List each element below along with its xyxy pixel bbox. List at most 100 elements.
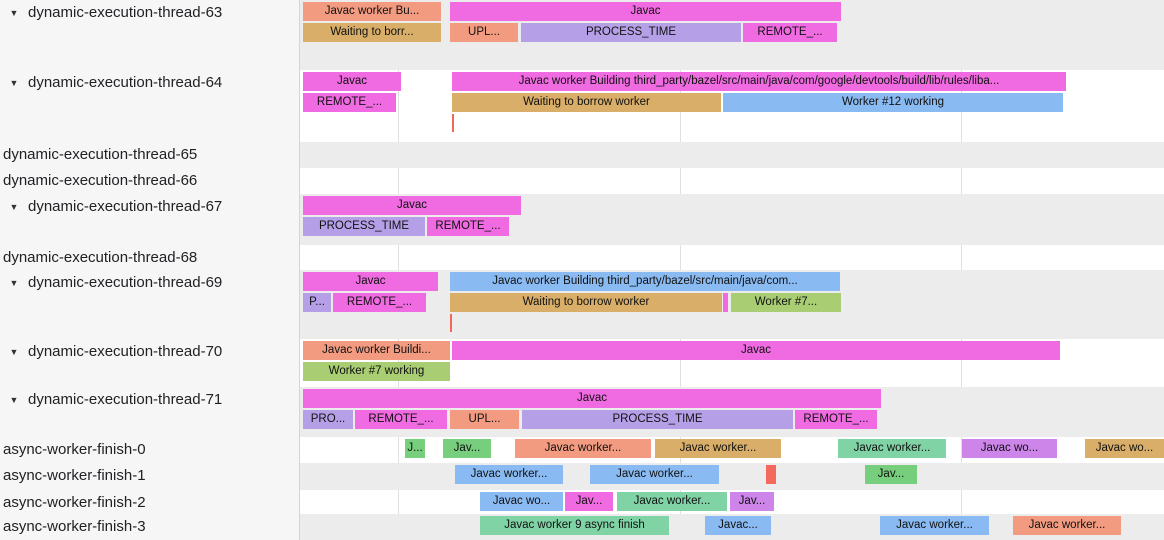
track-name-label: dynamic-execution-thread-69 [28, 274, 223, 291]
track-name-label: dynamic-execution-thread-64 [28, 74, 223, 91]
track-row: Javac Javac worker Building third_party/b… [300, 72, 1164, 93]
track-lane: Javac PRO... REMOTE_... UPL... PROCESS_TIME R… [300, 387, 1164, 437]
track-name-async-worker-finish-2[interactable]: async-worker-finish-2 [0, 490, 300, 514]
span-bar[interactable]: Javac worker... [838, 439, 946, 458]
expand-triangle-icon[interactable]: ▼ [9, 278, 19, 288]
track-name-dynamic-execution-thread-66[interactable]: dynamic-execution-thread-66 [0, 168, 300, 194]
span-bar[interactable]: REMOTE_... [427, 217, 509, 236]
span-bar[interactable]: Javac worker... [590, 465, 719, 484]
track-name-label: dynamic-execution-thread-70 [28, 343, 223, 360]
track-name-async-worker-finish-0[interactable]: async-worker-finish-0 [0, 437, 300, 463]
track-lane [300, 168, 1164, 194]
track-name-async-worker-finish-3[interactable]: async-worker-finish-3 [0, 514, 300, 540]
span-bar[interactable]: REMOTE_... [303, 93, 396, 112]
expand-triangle-icon[interactable]: ▼ [9, 347, 19, 357]
track-name-label: async-worker-finish-1 [3, 467, 146, 484]
span-bar[interactable]: Javac worker... [655, 439, 781, 458]
span-bar[interactable]: Javac worker Building third_party/bazel/… [452, 72, 1066, 91]
span-bar[interactable]: Javac [452, 341, 1060, 360]
span-bar[interactable]: Worker #7 working [303, 362, 450, 381]
track-name-label: async-worker-finish-2 [3, 494, 146, 511]
span-bar[interactable]: Jav... [865, 465, 917, 484]
track-row: J... Jav... Javac worker... Javac worker...… [300, 439, 1164, 460]
span-bar[interactable]: Javac wo... [480, 492, 563, 511]
track-name-dynamic-execution-thread-63[interactable]: ▼ dynamic-execution-thread-63 [0, 0, 300, 70]
track-lane: J... Jav... Javac worker... Javac worker...… [300, 437, 1164, 463]
track-row: Javac worker 9 async finish Javac... Javac… [300, 516, 1164, 537]
track-lane: Javac Javac worker Building third_party/b… [300, 70, 1164, 142]
track-lane: Javac Javac worker Building third_party/b… [300, 270, 1164, 339]
span-bar[interactable]: Worker #12 working [723, 93, 1063, 112]
track-name-dynamic-execution-thread-65[interactable]: dynamic-execution-thread-65 [0, 142, 300, 168]
expand-triangle-icon[interactable]: ▼ [9, 8, 19, 18]
span-bar[interactable]: Javac worker Buildi... [303, 341, 450, 360]
span-bar[interactable]: Javac worker... [1013, 516, 1121, 535]
span-bar[interactable]: Javac... [705, 516, 771, 535]
span-bar[interactable]: REMOTE_... [333, 293, 426, 312]
span-bar[interactable]: PROCESS_TIME [521, 23, 741, 42]
track-name-dynamic-execution-thread-67[interactable]: ▼ dynamic-execution-thread-67 [0, 194, 300, 245]
track-name-dynamic-execution-thread-71[interactable]: ▼ dynamic-execution-thread-71 [0, 387, 300, 437]
span-bar[interactable]: Worker #7... [731, 293, 841, 312]
span-bar[interactable]: REMOTE_... [743, 23, 837, 42]
counter-tick [452, 114, 454, 132]
span-bar[interactable]: PRO... [303, 410, 353, 429]
span-bar[interactable]: UPL... [450, 410, 519, 429]
span-bar[interactable]: Javac worker... [617, 492, 727, 511]
span-bar[interactable] [766, 465, 776, 484]
track-lane [300, 245, 1164, 270]
span-bar[interactable]: PROCESS_TIME [303, 217, 425, 236]
span-bar[interactable]: Javac worker Building third_party/bazel/… [450, 272, 840, 291]
span-bar[interactable]: Javac worker... [455, 465, 563, 484]
span-bar[interactable]: Javac [450, 2, 841, 21]
track-lane: Javac worker Bu... Javac Waiting to borr..… [300, 0, 1164, 70]
span-bar[interactable] [723, 293, 728, 312]
track-name-label: dynamic-execution-thread-67 [28, 198, 223, 215]
span-bar[interactable]: Javac worker Bu... [303, 2, 441, 21]
expand-triangle-icon[interactable]: ▼ [9, 78, 19, 88]
track-name-dynamic-execution-thread-68[interactable]: dynamic-execution-thread-68 [0, 245, 300, 270]
span-bar[interactable]: Javac worker... [515, 439, 651, 458]
span-bar[interactable]: REMOTE_... [795, 410, 877, 429]
track-name-label: dynamic-execution-thread-66 [3, 172, 198, 189]
span-bar[interactable]: Javac [303, 272, 438, 291]
track-async-worker-finish-0: async-worker-finish-0 J... Jav... Javac wor… [0, 437, 1164, 463]
track-lane: Javac worker 9 async finish Javac... Javac… [300, 514, 1164, 540]
track-dynamic-execution-thread-67: ▼ dynamic-execution-thread-67 Javac PROCESS… [0, 194, 1164, 245]
track-name-async-worker-finish-1[interactable]: async-worker-finish-1 [0, 463, 300, 490]
span-bar[interactable]: Javac worker 9 async finish [480, 516, 669, 535]
span-bar[interactable]: Waiting to borrow worker [450, 293, 722, 312]
track-lane: Javac PROCESS_TIME REMOTE_... [300, 194, 1164, 245]
span-bar[interactable]: UPL... [450, 23, 518, 42]
track-lane: Javac wo... Jav... Javac worker... Jav... [300, 490, 1164, 514]
span-bar[interactable]: Javac [303, 389, 881, 408]
track-dynamic-execution-thread-70: ▼ dynamic-execution-thread-70 Javac worker… [0, 339, 1164, 387]
span-bar[interactable]: Javac worker... [880, 516, 989, 535]
expand-triangle-icon[interactable]: ▼ [9, 202, 19, 212]
span-bar[interactable]: Jav... [730, 492, 774, 511]
track-row: Javac worker Buildi... Javac [300, 341, 1164, 362]
span-bar[interactable]: J... [405, 439, 425, 458]
span-bar[interactable]: Javac [303, 196, 521, 215]
track-name-dynamic-execution-thread-70[interactable]: ▼ dynamic-execution-thread-70 [0, 339, 300, 387]
span-bar[interactable]: P... [303, 293, 331, 312]
span-bar[interactable]: Javac wo... [1085, 439, 1164, 458]
track-dynamic-execution-thread-66: dynamic-execution-thread-66 [0, 168, 1164, 194]
expand-triangle-icon[interactable]: ▼ [9, 395, 19, 405]
track-row: Waiting to borr... UPL... PROCESS_TIME REMO… [300, 23, 1164, 44]
track-async-worker-finish-2: async-worker-finish-2 Javac wo... Jav... Ja… [0, 490, 1164, 514]
span-bar[interactable]: Jav... [443, 439, 491, 458]
span-bar[interactable]: PROCESS_TIME [522, 410, 793, 429]
track-row: Javac Javac worker Building third_party/b… [300, 272, 1164, 293]
span-bar[interactable]: Waiting to borrow worker [452, 93, 721, 112]
span-bar[interactable]: Jav... [565, 492, 613, 511]
track-row: PRO... REMOTE_... UPL... PROCESS_TIME REMOTE… [300, 410, 1164, 431]
track-name-dynamic-execution-thread-64[interactable]: ▼ dynamic-execution-thread-64 [0, 70, 300, 142]
track-row: Javac worker Bu... Javac [300, 2, 1164, 23]
track-name-dynamic-execution-thread-69[interactable]: ▼ dynamic-execution-thread-69 [0, 270, 300, 339]
span-bar[interactable]: Javac wo... [962, 439, 1057, 458]
span-bar[interactable]: Waiting to borr... [303, 23, 441, 42]
span-bar[interactable]: REMOTE_... [355, 410, 447, 429]
span-bar[interactable]: Javac [303, 72, 401, 91]
